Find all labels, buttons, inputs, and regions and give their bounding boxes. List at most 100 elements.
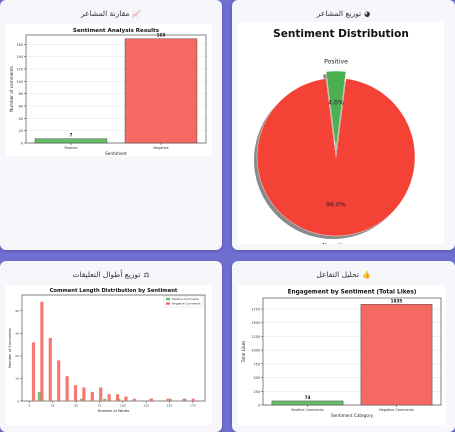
slice-label: Negative (322, 242, 350, 244)
y-tick-label: 100 (17, 80, 23, 84)
card-title: ⚖توزيع أطوال التعليقات (72, 270, 150, 279)
bar-positive-comments (271, 400, 344, 406)
x-axis-label: Sentiment Category (331, 413, 374, 418)
legend-label: Negative Comments (172, 302, 201, 306)
y-tick-label: 80 (19, 92, 23, 96)
y-tick-label: 40 (15, 309, 19, 313)
bar-negative (124, 396, 128, 401)
sentiment-comparison-card: 📈مقارنة المشاعر Sentiment Analysis Resul… (0, 0, 222, 250)
plot-area: Engagement by Sentiment (Total Likes) 0 25… (238, 285, 446, 425)
chart-title: Sentiment Distribution (273, 28, 409, 40)
bar-negative (57, 360, 61, 401)
legend-label: Positive Comments (172, 297, 199, 301)
sentiment-pie-chart: Sentiment Distribution 4.0% Positive 96.0% N… (254, 28, 416, 249)
bar-negative (48, 337, 52, 401)
thumbs-up-icon: 👍 (361, 271, 371, 279)
x-tick-label: Negative (153, 146, 168, 150)
bar-negative (82, 387, 86, 401)
legend-swatch (166, 302, 170, 305)
x-tick-label: 25 (51, 404, 55, 408)
data-label: 7 (70, 133, 73, 138)
y-tick-label: 500 (254, 376, 260, 380)
data-label: 169 (157, 33, 166, 38)
bar-positive (168, 398, 172, 401)
y-tick-label: 20 (15, 354, 19, 358)
y-tick-label: 1250 (251, 335, 260, 339)
y-tick-label: 30 (15, 332, 19, 336)
x-tick-label: Positive (64, 146, 77, 150)
y-tick-label: 160 (17, 43, 23, 47)
bar-positive (79, 398, 84, 401)
slice-label: Positive (324, 59, 348, 66)
x-tick-label: 50 (74, 404, 78, 408)
chart-title: Engagement by Sentiment (Total Likes) (288, 290, 417, 296)
y-tick-label: 10 (15, 377, 19, 381)
chart-icon: 📈 (132, 10, 142, 18)
bar-negative (73, 385, 78, 401)
bar-negative (149, 398, 153, 401)
bar-negative (90, 391, 94, 401)
value-label: 4.0% (328, 100, 344, 107)
bar-negative (191, 398, 195, 401)
x-tick-label: 100 (120, 404, 126, 408)
slice-positive (325, 70, 347, 151)
bar-negative (107, 394, 111, 401)
y-tick-label: 0 (17, 399, 19, 403)
y-tick-label: 40 (19, 117, 23, 121)
x-tick-label: 175 (190, 404, 196, 408)
bar-negative (166, 398, 170, 401)
y-tick-label: 1500 (251, 321, 260, 325)
plot-frame (262, 297, 442, 406)
x-tick-label: 75 (98, 404, 102, 408)
y-tick-label: 20 (19, 129, 23, 133)
card-title: 📈مقارنة المشاعر (80, 9, 142, 18)
y-axis-label: Number of comments (9, 66, 14, 112)
scale-icon: ⚖ (143, 271, 150, 279)
bar-positive (34, 138, 108, 144)
plot-frame (21, 294, 206, 402)
engagement-bar-chart: Engagement by Sentiment (Total Likes) 0 25… (241, 290, 442, 418)
sentiment-bar-chart: Sentiment Analysis Results 0 20 40 60 80 100 12… (9, 28, 207, 156)
bar-negative (183, 398, 187, 401)
bar-positive (103, 398, 107, 401)
bar-negative (65, 376, 69, 401)
x-tick-label: 150 (167, 404, 173, 408)
y-tick-label: 120 (17, 67, 23, 71)
x-tick-label: 0 (29, 404, 31, 408)
chart-title: Sentiment Analysis Results (73, 28, 160, 34)
bar-negative (115, 394, 120, 401)
legend-swatch (166, 297, 170, 301)
plot-area: Sentiment Analysis Results 0 20 40 60 80 100 12… (6, 24, 212, 156)
pie-icon: ◕ (364, 10, 371, 18)
x-axis-label: Sentiment (105, 151, 127, 156)
x-tick-label: 125 (143, 404, 149, 408)
y-tick-label: 60 (19, 104, 23, 108)
y-tick-label: 0 (258, 404, 260, 408)
slice-negative (256, 78, 416, 237)
y-axis-label: Number of Comments (8, 328, 12, 368)
bar-negative (124, 38, 198, 144)
card-title: 👍تحليل التفاعل (316, 270, 371, 279)
card-title: ◕توزيع المشاعر (316, 9, 371, 18)
bar-positive (37, 391, 42, 401)
value-label: 96.0% (326, 201, 346, 208)
sentiment-distribution-card: ◕توزيع المشاعر Sentiment Distribution 4.0… (232, 0, 455, 250)
comment-length-card: ⚖توزيع أطوال التعليقات Comment Length Di… (0, 261, 222, 432)
bar-negative (31, 342, 36, 401)
x-axis-label: Number of Words (98, 409, 129, 413)
plot-area: Sentiment Distribution 4.0% Positive 96.0% N… (238, 22, 444, 249)
comment-length-histogram: Comment Length Distribution by Sentiment… (8, 288, 206, 413)
y-tick-label: 750 (254, 362, 260, 366)
y-tick-label: 250 (254, 390, 260, 394)
plot-area: Comment Length Distribution by Sentiment… (6, 285, 212, 425)
y-tick-label: 140 (17, 55, 23, 59)
y-tick-label: 0 (21, 142, 23, 146)
engagement-card: 👍تحليل التفاعل Engagement by Sentiment (… (232, 261, 455, 432)
chart-title: Comment Length Distribution by Sentiment (50, 288, 178, 294)
y-axis-label: Total Likes (241, 341, 246, 364)
x-tick-label: Negative Comments (379, 408, 414, 412)
data-label: 1835 (391, 298, 403, 303)
plot-frame (25, 34, 207, 144)
legend-box (163, 295, 204, 308)
bar-negative (40, 301, 44, 401)
